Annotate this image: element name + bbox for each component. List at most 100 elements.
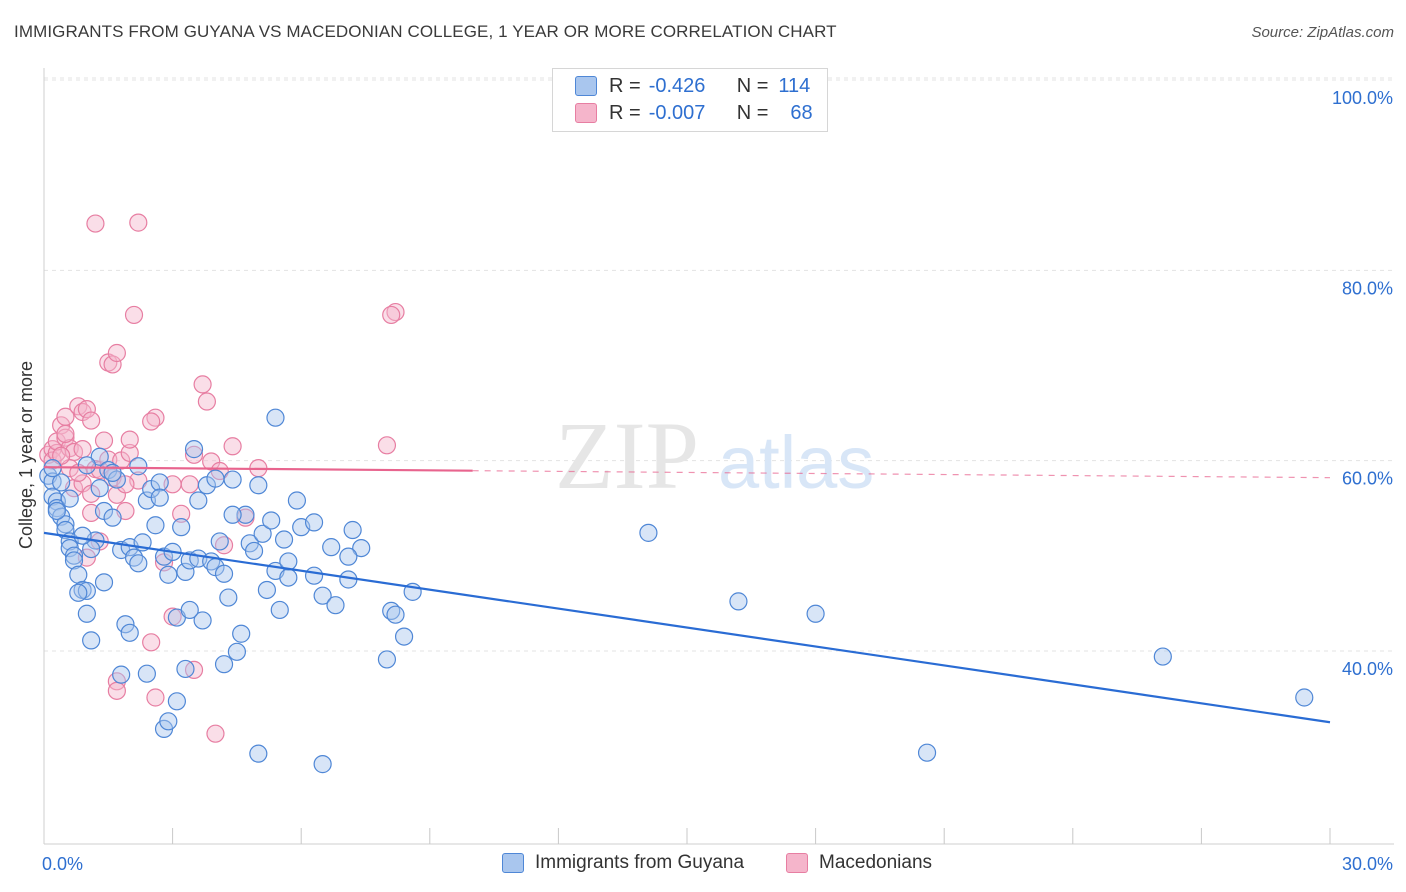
- point-guyana: [146, 516, 165, 535]
- legend-r-label: R =: [609, 101, 641, 124]
- point-guyana: [214, 564, 234, 583]
- point-guyana: [94, 573, 114, 592]
- point-macedonians: [142, 633, 161, 652]
- point-guyana: [56, 520, 75, 540]
- point-guyana: [266, 408, 285, 427]
- point-guyana: [90, 479, 109, 498]
- point-guyana: [129, 554, 148, 573]
- point-guyana: [172, 518, 191, 537]
- point-guyana: [150, 488, 169, 507]
- point-macedonians: [193, 375, 212, 394]
- point-guyana: [103, 508, 122, 527]
- point-macedonians: [172, 504, 191, 523]
- point-guyana: [77, 456, 96, 475]
- point-guyana: [73, 526, 92, 545]
- point-guyana: [1295, 688, 1314, 707]
- point-guyana: [82, 631, 101, 650]
- bottom-legend: Immigrants from Guyana Macedonians: [0, 852, 1406, 878]
- point-guyana: [1153, 647, 1172, 666]
- point-macedonians: [82, 411, 101, 430]
- point-guyana: [189, 491, 208, 510]
- legend-swatch-blue: [575, 76, 597, 96]
- point-macedonians: [56, 424, 75, 443]
- tick-labels: 40.0% 60.0% 80.0% 100.0% 0.0% 30.0%: [42, 88, 1393, 874]
- point-guyana: [167, 692, 186, 711]
- watermark: ZIP atlas: [555, 402, 874, 509]
- point-guyana: [917, 743, 937, 762]
- point-guyana: [322, 538, 341, 557]
- point-guyana: [120, 623, 139, 642]
- point-macedonians: [116, 475, 135, 494]
- point-guyana: [214, 655, 234, 674]
- point-guyana: [806, 604, 825, 623]
- legend-r-value: -0.426: [648, 74, 706, 97]
- point-macedonians: [107, 343, 126, 363]
- point-guyana: [159, 712, 178, 731]
- point-guyana: [377, 650, 397, 669]
- point-macedonians: [184, 445, 204, 464]
- bottom-legend-swatch-blue: [502, 853, 524, 873]
- legend-r-value: -0.007: [648, 101, 706, 124]
- point-guyana: [394, 627, 414, 646]
- grid-lines: [44, 77, 1394, 652]
- bottom-legend-macedonians[interactable]: Macedonians: [786, 852, 932, 874]
- point-guyana: [77, 604, 96, 623]
- point-macedonians: [377, 436, 397, 455]
- point-guyana: [639, 523, 658, 542]
- axes: [43, 68, 1394, 845]
- point-guyana: [154, 547, 174, 566]
- point-guyana: [352, 538, 371, 558]
- point-macedonians: [107, 681, 126, 700]
- source-credit: Source: ZipAtlas.com: [1251, 24, 1394, 41]
- point-guyana: [69, 583, 88, 602]
- point-guyana: [223, 470, 242, 489]
- point-guyana: [313, 755, 332, 774]
- point-guyana: [176, 562, 195, 581]
- point-guyana: [262, 511, 281, 530]
- point-macedonians: [94, 431, 114, 450]
- point-guyana: [257, 580, 277, 600]
- point-guyana: [236, 505, 255, 524]
- point-guyana: [339, 547, 358, 566]
- legend-n-value: 114: [778, 74, 811, 97]
- point-macedonians: [52, 446, 71, 465]
- point-guyana: [159, 565, 178, 584]
- series-guyana-points: [39, 408, 1314, 774]
- trend-line-guyana: [43, 531, 1331, 724]
- point-guyana: [52, 473, 71, 492]
- point-guyana: [150, 473, 169, 492]
- point-macedonians: [180, 475, 199, 494]
- point-guyana: [270, 600, 289, 620]
- legend-n-label: N =: [736, 101, 769, 124]
- point-guyana: [386, 605, 405, 624]
- point-macedonians: [142, 412, 161, 431]
- legend-swatch-pink: [575, 103, 597, 123]
- legend-row-macedonians: R = -0.007 N = 68: [575, 100, 813, 126]
- bottom-legend-label-macedonians: Macedonians: [819, 852, 933, 873]
- point-guyana: [47, 501, 66, 521]
- trend-lines: [43, 466, 1331, 724]
- point-guyana: [193, 611, 212, 630]
- point-guyana: [304, 566, 324, 585]
- point-guyana: [176, 659, 195, 679]
- point-guyana: [279, 568, 298, 587]
- point-guyana: [729, 592, 748, 611]
- point-macedonians: [103, 355, 122, 374]
- point-macedonians: [382, 305, 401, 325]
- chart-title: IMMIGRANTS FROM GUYANA VS MACEDONIAN COL…: [14, 22, 837, 41]
- point-guyana: [90, 447, 109, 466]
- point-guyana: [210, 532, 229, 551]
- point-guyana: [304, 513, 324, 532]
- correlation-legend: R = -0.426 N = 114 R = -0.007 N = 68: [552, 68, 828, 132]
- point-guyana: [112, 665, 131, 684]
- y-tick-label: 100.0%: [1332, 88, 1393, 108]
- x-tick-label-max: 30.0%: [1342, 854, 1393, 874]
- y-tick-label: 60.0%: [1342, 469, 1393, 489]
- bottom-legend-guyana[interactable]: Immigrants from Guyana: [502, 852, 744, 874]
- legend-r-label: R =: [609, 74, 641, 97]
- point-guyana: [343, 520, 362, 540]
- point-guyana: [180, 600, 199, 620]
- trend-line-macedonians: [43, 466, 473, 472]
- y-tick-label: 40.0%: [1342, 659, 1393, 679]
